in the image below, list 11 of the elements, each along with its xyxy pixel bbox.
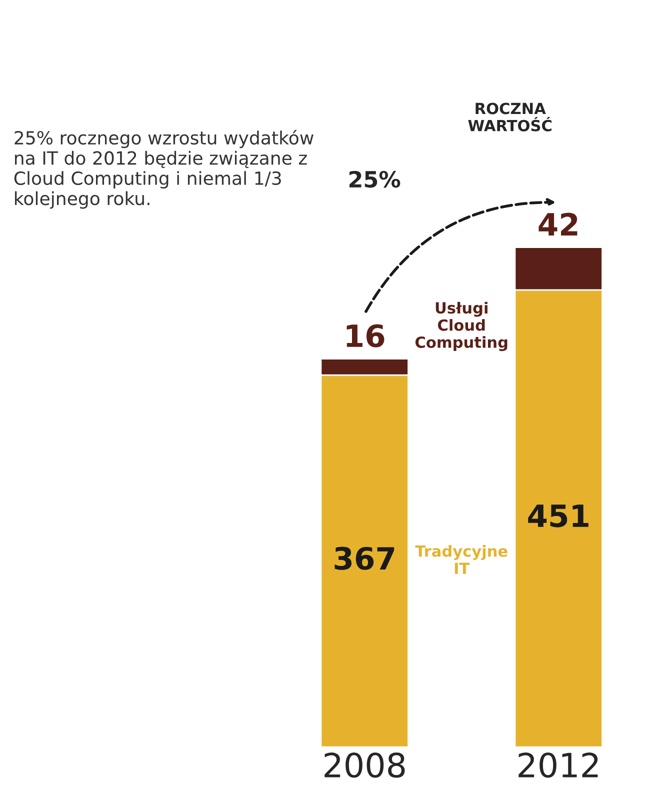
series-label: Usługi Cloud Computing (415, 302, 508, 352)
x-tick-label: 2008 (324, 752, 405, 778)
text: ROCZNA WARTOŚĆ (468, 102, 552, 132)
data-label: 451 (528, 504, 588, 528)
data-label: 367 (334, 546, 394, 570)
x-tick-label: 2012 (518, 752, 598, 778)
text: 25% (349, 170, 400, 188)
data-label: 42 (538, 212, 578, 236)
text: 25% rocznego wzrostu wydatków na IT do 2012 będzie związane z Cloud Computing i niemal 1/3 kolejnego roku. (14, 130, 314, 209)
series-label: Tradycyjne IT (415, 545, 508, 574)
data-label: 16 (346, 324, 384, 348)
